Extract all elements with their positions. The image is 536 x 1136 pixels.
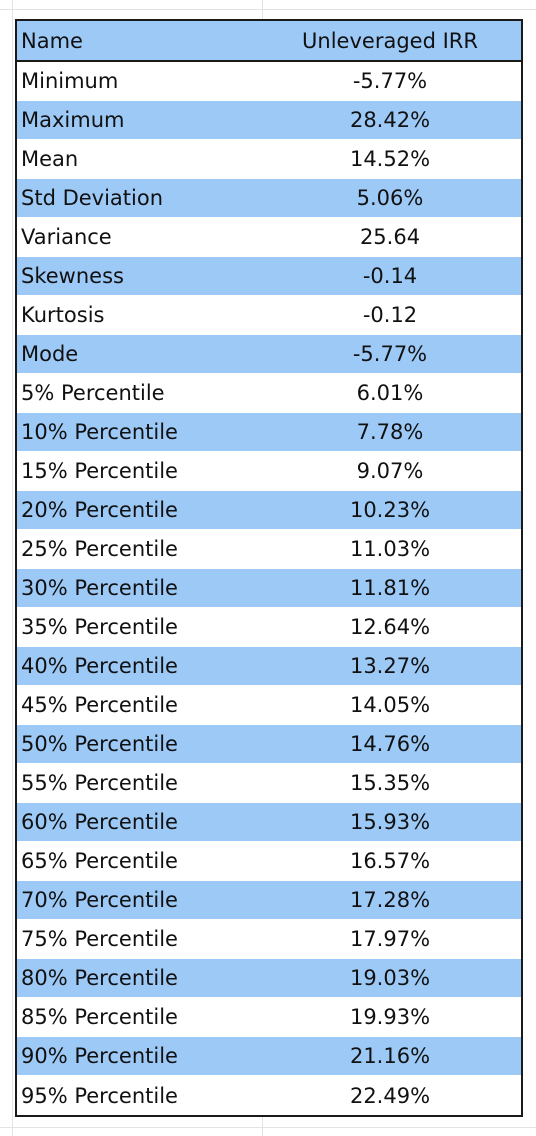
row-name-cell[interactable]: 65% Percentile	[21, 849, 178, 873]
row-value-cell[interactable]: -5.77%	[352, 69, 428, 93]
row-value-cell[interactable]: 16.57%	[349, 849, 431, 873]
row-value-cell[interactable]: 10.23%	[349, 498, 431, 522]
spreadsheet-gridline	[0, 9, 536, 10]
table-row: Mean 14.52%	[17, 140, 521, 179]
header-unleveraged-irr[interactable]: Unleveraged IRR	[302, 28, 478, 53]
row-value-cell[interactable]: 12.64%	[349, 615, 431, 639]
row-value-cell[interactable]: 15.93%	[349, 810, 431, 834]
row-name-cell[interactable]: Kurtosis	[21, 303, 105, 327]
row-value-cell[interactable]: 19.93%	[349, 1005, 431, 1029]
table-row: 30% Percentile 11.81%	[17, 569, 521, 608]
row-value-cell[interactable]: 6.01%	[356, 381, 424, 405]
row-name-cell[interactable]: Variance	[21, 225, 112, 249]
table-row: 75% Percentile 17.97%	[17, 920, 521, 959]
row-name-cell[interactable]: Mean	[21, 147, 79, 171]
table-row: 45% Percentile 14.05%	[17, 686, 521, 725]
table-body: Minimum -5.77% Maximum 28.42% Mean 14.52% Std …	[17, 62, 521, 1115]
row-name-cell[interactable]: 70% Percentile	[21, 888, 178, 912]
row-name-cell[interactable]: 95% Percentile	[21, 1083, 178, 1108]
table-row: 5% Percentile 6.01%	[17, 374, 521, 413]
row-value-cell[interactable]: 9.07%	[356, 459, 424, 483]
table-row: 20% Percentile 10.23%	[17, 491, 521, 530]
row-name-cell[interactable]: Skewness	[21, 264, 124, 288]
row-name-cell[interactable]: 85% Percentile	[21, 1005, 178, 1029]
row-value-cell[interactable]: -0.14	[362, 264, 418, 288]
row-value-cell[interactable]: 11.81%	[349, 576, 431, 600]
row-name-cell[interactable]: 75% Percentile	[21, 927, 178, 951]
table-row: Minimum -5.77%	[17, 62, 521, 101]
table-row: 90% Percentile 21.16%	[17, 1037, 521, 1076]
row-name-cell[interactable]: 20% Percentile	[21, 498, 178, 522]
row-name-cell[interactable]: 25% Percentile	[21, 537, 178, 561]
table-row: 55% Percentile 15.35%	[17, 764, 521, 803]
row-value-cell[interactable]: 17.28%	[349, 888, 431, 912]
row-name-cell[interactable]: 35% Percentile	[21, 615, 178, 639]
row-name-cell[interactable]: 40% Percentile	[21, 654, 178, 678]
row-value-cell[interactable]: 17.97%	[349, 927, 431, 951]
table-row: 35% Percentile 12.64%	[17, 608, 521, 647]
table-row: Variance 25.64	[17, 218, 521, 257]
table-row: Kurtosis -0.12	[17, 296, 521, 335]
row-value-cell[interactable]: 22.49%	[349, 1083, 431, 1108]
row-value-cell[interactable]: 15.35%	[349, 771, 431, 795]
row-name-cell[interactable]: 10% Percentile	[21, 420, 178, 444]
row-value-cell[interactable]: 14.76%	[349, 732, 431, 756]
table-row: Std Deviation 5.06%	[17, 179, 521, 218]
table-row: Maximum 28.42%	[17, 101, 521, 140]
row-name-cell[interactable]: Maximum	[21, 108, 125, 132]
row-name-cell[interactable]: 5% Percentile	[21, 381, 165, 405]
row-name-cell[interactable]: 50% Percentile	[21, 732, 178, 756]
statistics-table: Name Unleveraged IRR Minimum -5.77% Maximu…	[15, 19, 523, 1117]
row-value-cell[interactable]: 7.78%	[356, 420, 424, 444]
table-row: 40% Percentile 13.27%	[17, 647, 521, 686]
table-row: 85% Percentile 19.93%	[17, 998, 521, 1037]
row-name-cell[interactable]: 60% Percentile	[21, 810, 178, 834]
header-name[interactable]: Name	[21, 28, 83, 53]
row-value-cell[interactable]: 25.64	[359, 225, 421, 249]
row-value-cell[interactable]: 14.52%	[349, 147, 431, 171]
row-value-cell[interactable]: 19.03%	[349, 966, 431, 990]
row-name-cell[interactable]: Std Deviation	[21, 186, 164, 210]
table-row: Mode -5.77%	[17, 335, 521, 374]
table-row: 50% Percentile 14.76%	[17, 725, 521, 764]
row-name-cell[interactable]: 45% Percentile	[21, 693, 178, 717]
row-name-cell[interactable]: Minimum	[21, 69, 119, 93]
row-value-cell[interactable]: 5.06%	[356, 186, 424, 210]
table-row: 95% Percentile 22.49%	[17, 1076, 521, 1115]
row-value-cell[interactable]: 14.05%	[349, 693, 431, 717]
row-name-cell[interactable]: 30% Percentile	[21, 576, 178, 600]
row-name-cell[interactable]: 55% Percentile	[21, 771, 178, 795]
spreadsheet-gridline	[0, 1127, 536, 1128]
row-value-cell[interactable]: 21.16%	[349, 1044, 431, 1068]
row-name-cell[interactable]: 80% Percentile	[21, 966, 178, 990]
row-name-cell[interactable]: 90% Percentile	[21, 1044, 178, 1068]
row-name-cell[interactable]: 15% Percentile	[21, 459, 178, 483]
table-row: 70% Percentile 17.28%	[17, 881, 521, 920]
table-row: 60% Percentile 15.93%	[17, 803, 521, 842]
table-row: 80% Percentile 19.03%	[17, 959, 521, 998]
row-name-cell[interactable]: Mode	[21, 342, 79, 366]
row-value-cell[interactable]: 11.03%	[349, 537, 431, 561]
row-value-cell[interactable]: 13.27%	[349, 654, 431, 678]
table-row: Skewness -0.14	[17, 257, 521, 296]
table-row: 10% Percentile 7.78%	[17, 413, 521, 452]
row-value-cell[interactable]: 28.42%	[349, 108, 431, 132]
table-row: 65% Percentile 16.57%	[17, 842, 521, 881]
row-value-cell[interactable]: -0.12	[362, 303, 418, 327]
table-row: 15% Percentile 9.07%	[17, 452, 521, 491]
row-value-cell[interactable]: -5.77%	[352, 342, 428, 366]
spreadsheet-gridline	[12, 0, 13, 1136]
table-row: 25% Percentile 11.03%	[17, 530, 521, 569]
table-header-row: Name Unleveraged IRR	[17, 21, 521, 62]
